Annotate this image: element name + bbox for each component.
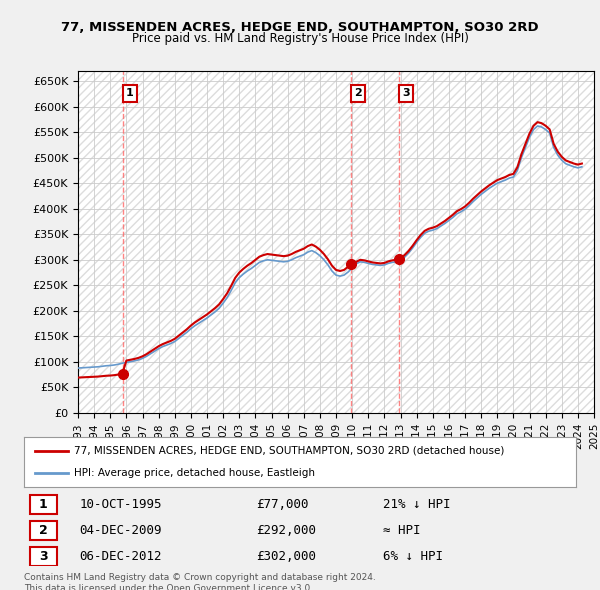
- Text: 2: 2: [354, 88, 362, 99]
- Text: HPI: Average price, detached house, Eastleigh: HPI: Average price, detached house, East…: [74, 468, 314, 478]
- Text: 1: 1: [126, 88, 134, 99]
- Text: 10-OCT-1995: 10-OCT-1995: [79, 498, 162, 511]
- Text: Contains HM Land Registry data © Crown copyright and database right 2024.
This d: Contains HM Land Registry data © Crown c…: [24, 573, 376, 590]
- Text: Price paid vs. HM Land Registry's House Price Index (HPI): Price paid vs. HM Land Registry's House …: [131, 32, 469, 45]
- Text: 06-DEC-2012: 06-DEC-2012: [79, 550, 162, 563]
- Text: 77, MISSENDEN ACRES, HEDGE END, SOUTHAMPTON, SO30 2RD (detached house): 77, MISSENDEN ACRES, HEDGE END, SOUTHAMP…: [74, 445, 504, 455]
- Text: 21% ↓ HPI: 21% ↓ HPI: [383, 498, 450, 511]
- Text: 2: 2: [39, 524, 47, 537]
- Text: 1: 1: [39, 498, 47, 511]
- FancyBboxPatch shape: [29, 494, 57, 514]
- Text: 04-DEC-2009: 04-DEC-2009: [79, 524, 162, 537]
- Text: ≈ HPI: ≈ HPI: [383, 524, 420, 537]
- Text: 3: 3: [403, 88, 410, 99]
- Text: £77,000: £77,000: [256, 498, 308, 511]
- Text: 77, MISSENDEN ACRES, HEDGE END, SOUTHAMPTON, SO30 2RD: 77, MISSENDEN ACRES, HEDGE END, SOUTHAMP…: [61, 21, 539, 34]
- FancyBboxPatch shape: [29, 548, 57, 566]
- FancyBboxPatch shape: [29, 521, 57, 540]
- Text: £302,000: £302,000: [256, 550, 316, 563]
- Text: 6% ↓ HPI: 6% ↓ HPI: [383, 550, 443, 563]
- Text: 3: 3: [39, 550, 47, 563]
- Text: £292,000: £292,000: [256, 524, 316, 537]
